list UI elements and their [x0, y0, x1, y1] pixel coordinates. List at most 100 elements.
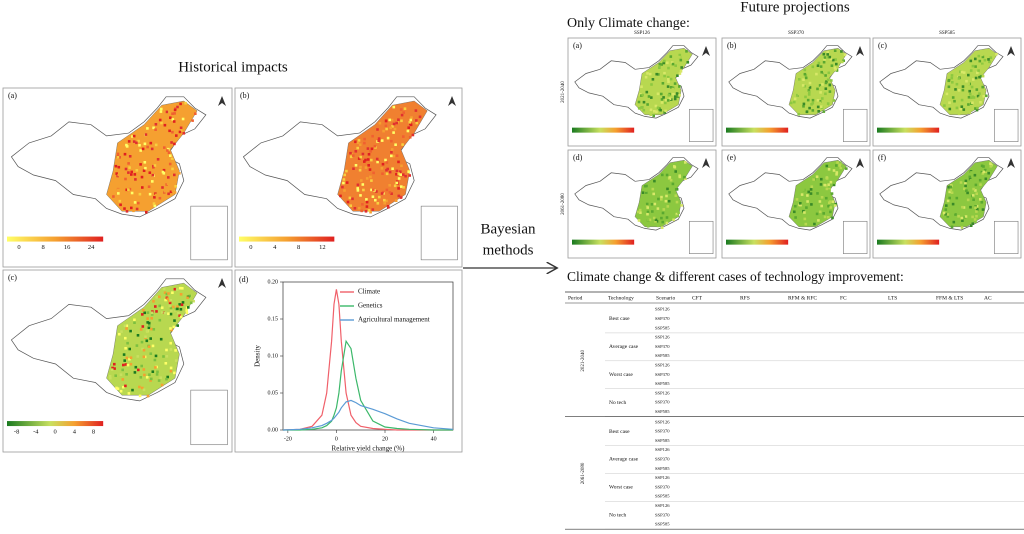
map-pixel: [804, 95, 807, 99]
map-pixel: [363, 137, 366, 141]
map-pixel: [807, 184, 810, 188]
map-pixel: [388, 191, 392, 194]
map-pixel: [803, 68, 807, 72]
map-pixel: [948, 107, 952, 111]
map-pixel: [675, 92, 679, 95]
map-pixel: [135, 183, 138, 187]
map-pixel: [149, 352, 153, 355]
map-pixel: [179, 315, 183, 319]
map-pixel: [399, 108, 403, 111]
map-pixel: [980, 164, 984, 168]
map-pixel: [964, 182, 967, 185]
map-pixel: [663, 71, 666, 75]
series-line: [283, 339, 453, 431]
map-pixel: [812, 178, 815, 181]
map-pixel: [365, 205, 369, 208]
map-pixel: [673, 82, 677, 85]
map-pixel: [169, 309, 173, 313]
map-pixel: [942, 211, 946, 215]
scenario-label: SSP370: [655, 400, 670, 405]
map-pixel: [989, 162, 992, 165]
map-pixel: [390, 151, 393, 154]
map-pixel: [116, 155, 120, 159]
map-pixel: [143, 373, 146, 377]
map-pixel: [823, 58, 826, 61]
map-pixel: [169, 154, 172, 157]
map-pixel: [983, 168, 987, 172]
map-pixel: [960, 105, 964, 108]
map-pixel: [979, 198, 982, 201]
map-pixel: [951, 96, 955, 99]
inset-box: [689, 220, 714, 254]
map-pixel: [658, 66, 661, 69]
map-pixel: [652, 192, 655, 196]
map-pixel: [128, 357, 131, 361]
map-pixel: [976, 208, 979, 211]
map-pixel: [988, 60, 991, 64]
map-pixel: [147, 185, 151, 188]
map-pixel: [167, 176, 170, 179]
map-pixel: [834, 68, 837, 71]
map-pixel: [402, 111, 405, 114]
map-pixel: [414, 109, 418, 112]
map-pixel: [142, 348, 146, 352]
map-pixel: [647, 95, 651, 98]
map-pixel: [948, 190, 951, 194]
map-pixel: [385, 199, 388, 203]
map-pixel: [169, 369, 173, 373]
map-pixel: [366, 147, 370, 150]
map-pixel: [167, 136, 170, 139]
map-pixel: [139, 328, 143, 331]
map-pixel: [141, 147, 145, 151]
map-pixel: [371, 208, 375, 211]
map-pixel: [957, 194, 960, 197]
map-pixel: [637, 107, 641, 110]
map-pixel: [158, 318, 162, 322]
map-pixel: [818, 200, 822, 203]
map-pixel: [356, 187, 359, 190]
map-pixel: [123, 324, 127, 328]
map-pixel: [194, 112, 197, 115]
map-pixel: [984, 50, 988, 54]
map-pixel: [135, 207, 139, 211]
map-pixel: [151, 370, 155, 373]
map-pixel: [402, 186, 405, 189]
map-pixel: [169, 299, 173, 302]
map-pixel: [130, 206, 133, 210]
map-pixel: [974, 76, 978, 80]
map-pixel: [959, 107, 962, 111]
map-pixel: [415, 119, 418, 122]
map-pixel: [833, 49, 837, 52]
panel-label: (f): [878, 153, 886, 162]
map-pixel: [399, 170, 402, 173]
map-pixel: [638, 208, 642, 212]
map-pixel: [152, 164, 155, 168]
table-header: RFS: [740, 295, 750, 301]
map-pixel: [969, 224, 973, 227]
map-pixel: [151, 180, 154, 183]
map-pixel: [966, 191, 969, 195]
map-pixel: [816, 87, 819, 91]
map-pixel: [109, 376, 112, 380]
map-pixel: [803, 72, 807, 76]
map-pixel: [655, 72, 658, 76]
y-tick-label: 0.15: [268, 316, 279, 322]
scenario-label: SSP370: [655, 484, 670, 489]
map-pixel: [646, 219, 650, 222]
scenario-label: SSP370: [655, 316, 670, 321]
map-pixel: [967, 73, 970, 77]
map-pixel: [134, 365, 138, 369]
map-pixel: [153, 196, 156, 199]
map-pixel: [676, 93, 679, 97]
map-pixel: [150, 313, 154, 316]
map-pixel: [372, 188, 375, 192]
map-pixel: [160, 153, 164, 156]
scenario-label: SSP585: [655, 466, 670, 471]
map-pixel: [666, 99, 670, 102]
map-pixel: [648, 78, 651, 81]
map-pixel: [656, 92, 660, 96]
map-pixel: [148, 192, 152, 196]
x-axis-label: Relative yield change (%): [332, 445, 406, 453]
x-tick-label: -20: [284, 436, 292, 442]
map-pixel: [660, 226, 664, 229]
